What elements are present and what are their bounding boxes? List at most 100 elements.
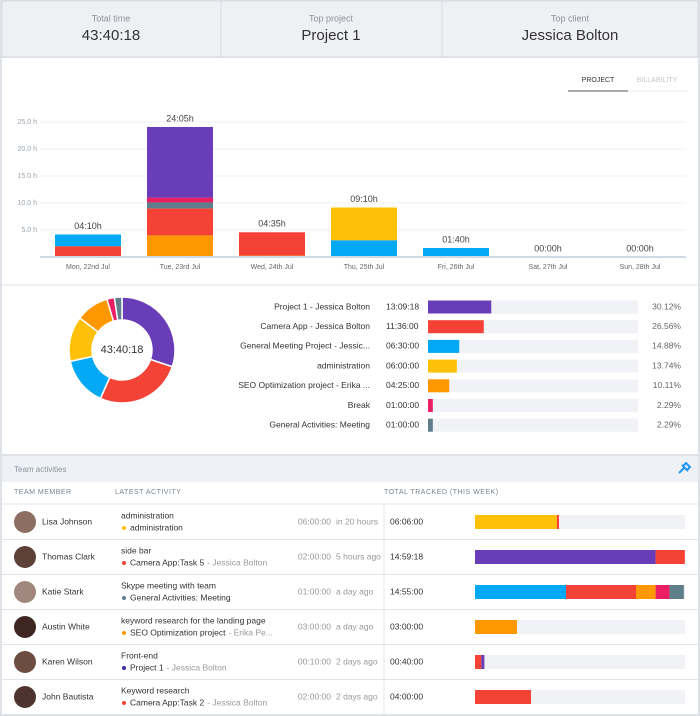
y-tick-label: 5.0 h	[21, 227, 37, 234]
project-name: SEO Optimization project - Erika ...	[238, 380, 370, 390]
project-percent: 2.29%	[657, 419, 682, 429]
x-tick-label: Thu, 25th Jul	[344, 264, 385, 271]
tracked-segment	[475, 585, 566, 599]
project-percent: 10.11%	[653, 380, 682, 390]
bar-total-label: 09:10h	[350, 194, 378, 204]
project-name: General Meeting Project - Jessic...	[240, 341, 370, 351]
tracked-segment	[655, 585, 670, 599]
project-duration: 06:30:00	[386, 341, 419, 351]
project-dot	[122, 596, 126, 600]
y-tick-label: 10.0 h	[18, 200, 38, 207]
bar-segment	[55, 246, 121, 257]
activity-duration: 06:00:00	[298, 516, 331, 526]
activity-client: - Jessica Bolton	[207, 557, 267, 567]
bar-segment	[331, 207, 397, 241]
tracked-track	[475, 655, 685, 669]
donut-slice	[113, 296, 123, 322]
activity-title: administration	[121, 510, 174, 520]
avatar	[14, 581, 36, 603]
y-tick-label: 15.0 h	[18, 173, 38, 180]
project-track	[428, 399, 638, 412]
activity-client: - Jessica Bolton	[167, 662, 227, 672]
project-percent: 14.88%	[652, 341, 681, 351]
activity-project: Camera App:Task 2	[130, 697, 204, 707]
summary-value: 43:40:18	[82, 27, 140, 44]
y-tick-label: 20.0 h	[18, 146, 38, 153]
member-name: Karen Wilson	[42, 656, 93, 666]
activity-title: Front-end	[121, 650, 158, 660]
activity-project: SEO Optimization project	[130, 627, 226, 637]
bar-segment	[331, 240, 397, 257]
tracked-track	[475, 620, 685, 634]
total-tracked: 14:59:18	[390, 551, 423, 561]
bar-segment	[147, 126, 213, 198]
activity-ago: a day ago	[336, 586, 374, 596]
tracked-segment	[636, 585, 656, 599]
activity-duration: 02:00:00	[298, 551, 331, 561]
project-bar	[428, 320, 484, 334]
avatar	[14, 651, 36, 673]
y-tick-label: 25.0 h	[18, 119, 38, 126]
activity-project: Camera App:Task 5	[130, 557, 204, 567]
tracked-segment	[475, 515, 557, 529]
member-name: Lisa Johnson	[42, 516, 92, 526]
project-name: Break	[348, 400, 371, 410]
activity-ago: in 20 hours	[336, 516, 378, 526]
activity-client: - Jessica Bolton	[207, 697, 267, 707]
project-dot	[122, 526, 126, 530]
project-track	[428, 379, 638, 393]
bar-segment	[239, 232, 305, 256]
bar-total-label: 00:00h	[626, 243, 654, 253]
x-tick-label: Sun, 28th Jul	[620, 264, 661, 271]
project-percent: 2.29%	[657, 400, 682, 410]
bar-segment	[147, 197, 213, 203]
project-duration: 01:00:00	[386, 400, 419, 410]
member-name: John Bautista	[42, 691, 94, 701]
activity-project: General Activities: Meeting	[130, 592, 231, 602]
team-title: Team activities	[14, 465, 66, 474]
tab[interactable]: BILLABILITY	[637, 77, 678, 84]
x-tick-label: Wed, 24th Jul	[251, 264, 294, 271]
project-percent: 30.12%	[652, 301, 681, 311]
column-header: TEAM MEMBER	[14, 489, 72, 496]
bar-segment	[423, 247, 489, 257]
project-dot	[122, 561, 126, 565]
x-tick-label: Fri, 26th Jul	[438, 264, 475, 271]
tracked-segment	[669, 585, 684, 599]
team-header	[2, 456, 698, 482]
project-name: General Activities: Meeting	[269, 419, 370, 429]
tracked-segment	[655, 550, 685, 564]
project-track	[428, 339, 638, 353]
summary-value: Project 1	[301, 27, 360, 44]
project-dot	[122, 701, 126, 705]
project-bar	[428, 399, 433, 412]
activity-ago: a day ago	[336, 621, 374, 631]
activity-ago: 2 days ago	[336, 656, 378, 666]
member-name: Thomas Clark	[42, 551, 96, 561]
tracked-segment	[481, 655, 485, 669]
tab[interactable]: PROJECT	[582, 77, 615, 84]
activity-title: Skype meeting with team	[121, 580, 216, 590]
summary-label: Top client	[551, 13, 590, 23]
bar-segment	[147, 235, 213, 257]
tracked-segment	[475, 620, 517, 634]
avatar	[14, 686, 36, 708]
activity-project: Project 1	[130, 662, 164, 672]
project-percent: 26.56%	[652, 321, 681, 331]
bar-total-label: 04:35h	[258, 219, 286, 229]
activity-duration: 01:00:00	[298, 586, 331, 596]
bar-segment	[55, 234, 121, 247]
activity-project: administration	[130, 522, 183, 532]
project-name: Project 1 - Jessica Bolton	[274, 301, 370, 311]
activity-duration: 00:10:00	[298, 656, 331, 666]
tracked-segment	[475, 655, 482, 669]
project-duration: 06:00:00	[386, 360, 419, 370]
project-dot	[122, 631, 126, 635]
project-duration: 01:00:00	[386, 419, 419, 429]
summary-label: Top project	[309, 13, 354, 23]
project-percent: 13.74%	[652, 360, 681, 370]
activity-title: side bar	[121, 545, 151, 555]
x-tick-label: Tue, 23rd Jul	[160, 264, 201, 271]
pin-icon[interactable]	[678, 461, 692, 474]
project-duration: 04:25:00	[386, 380, 419, 390]
